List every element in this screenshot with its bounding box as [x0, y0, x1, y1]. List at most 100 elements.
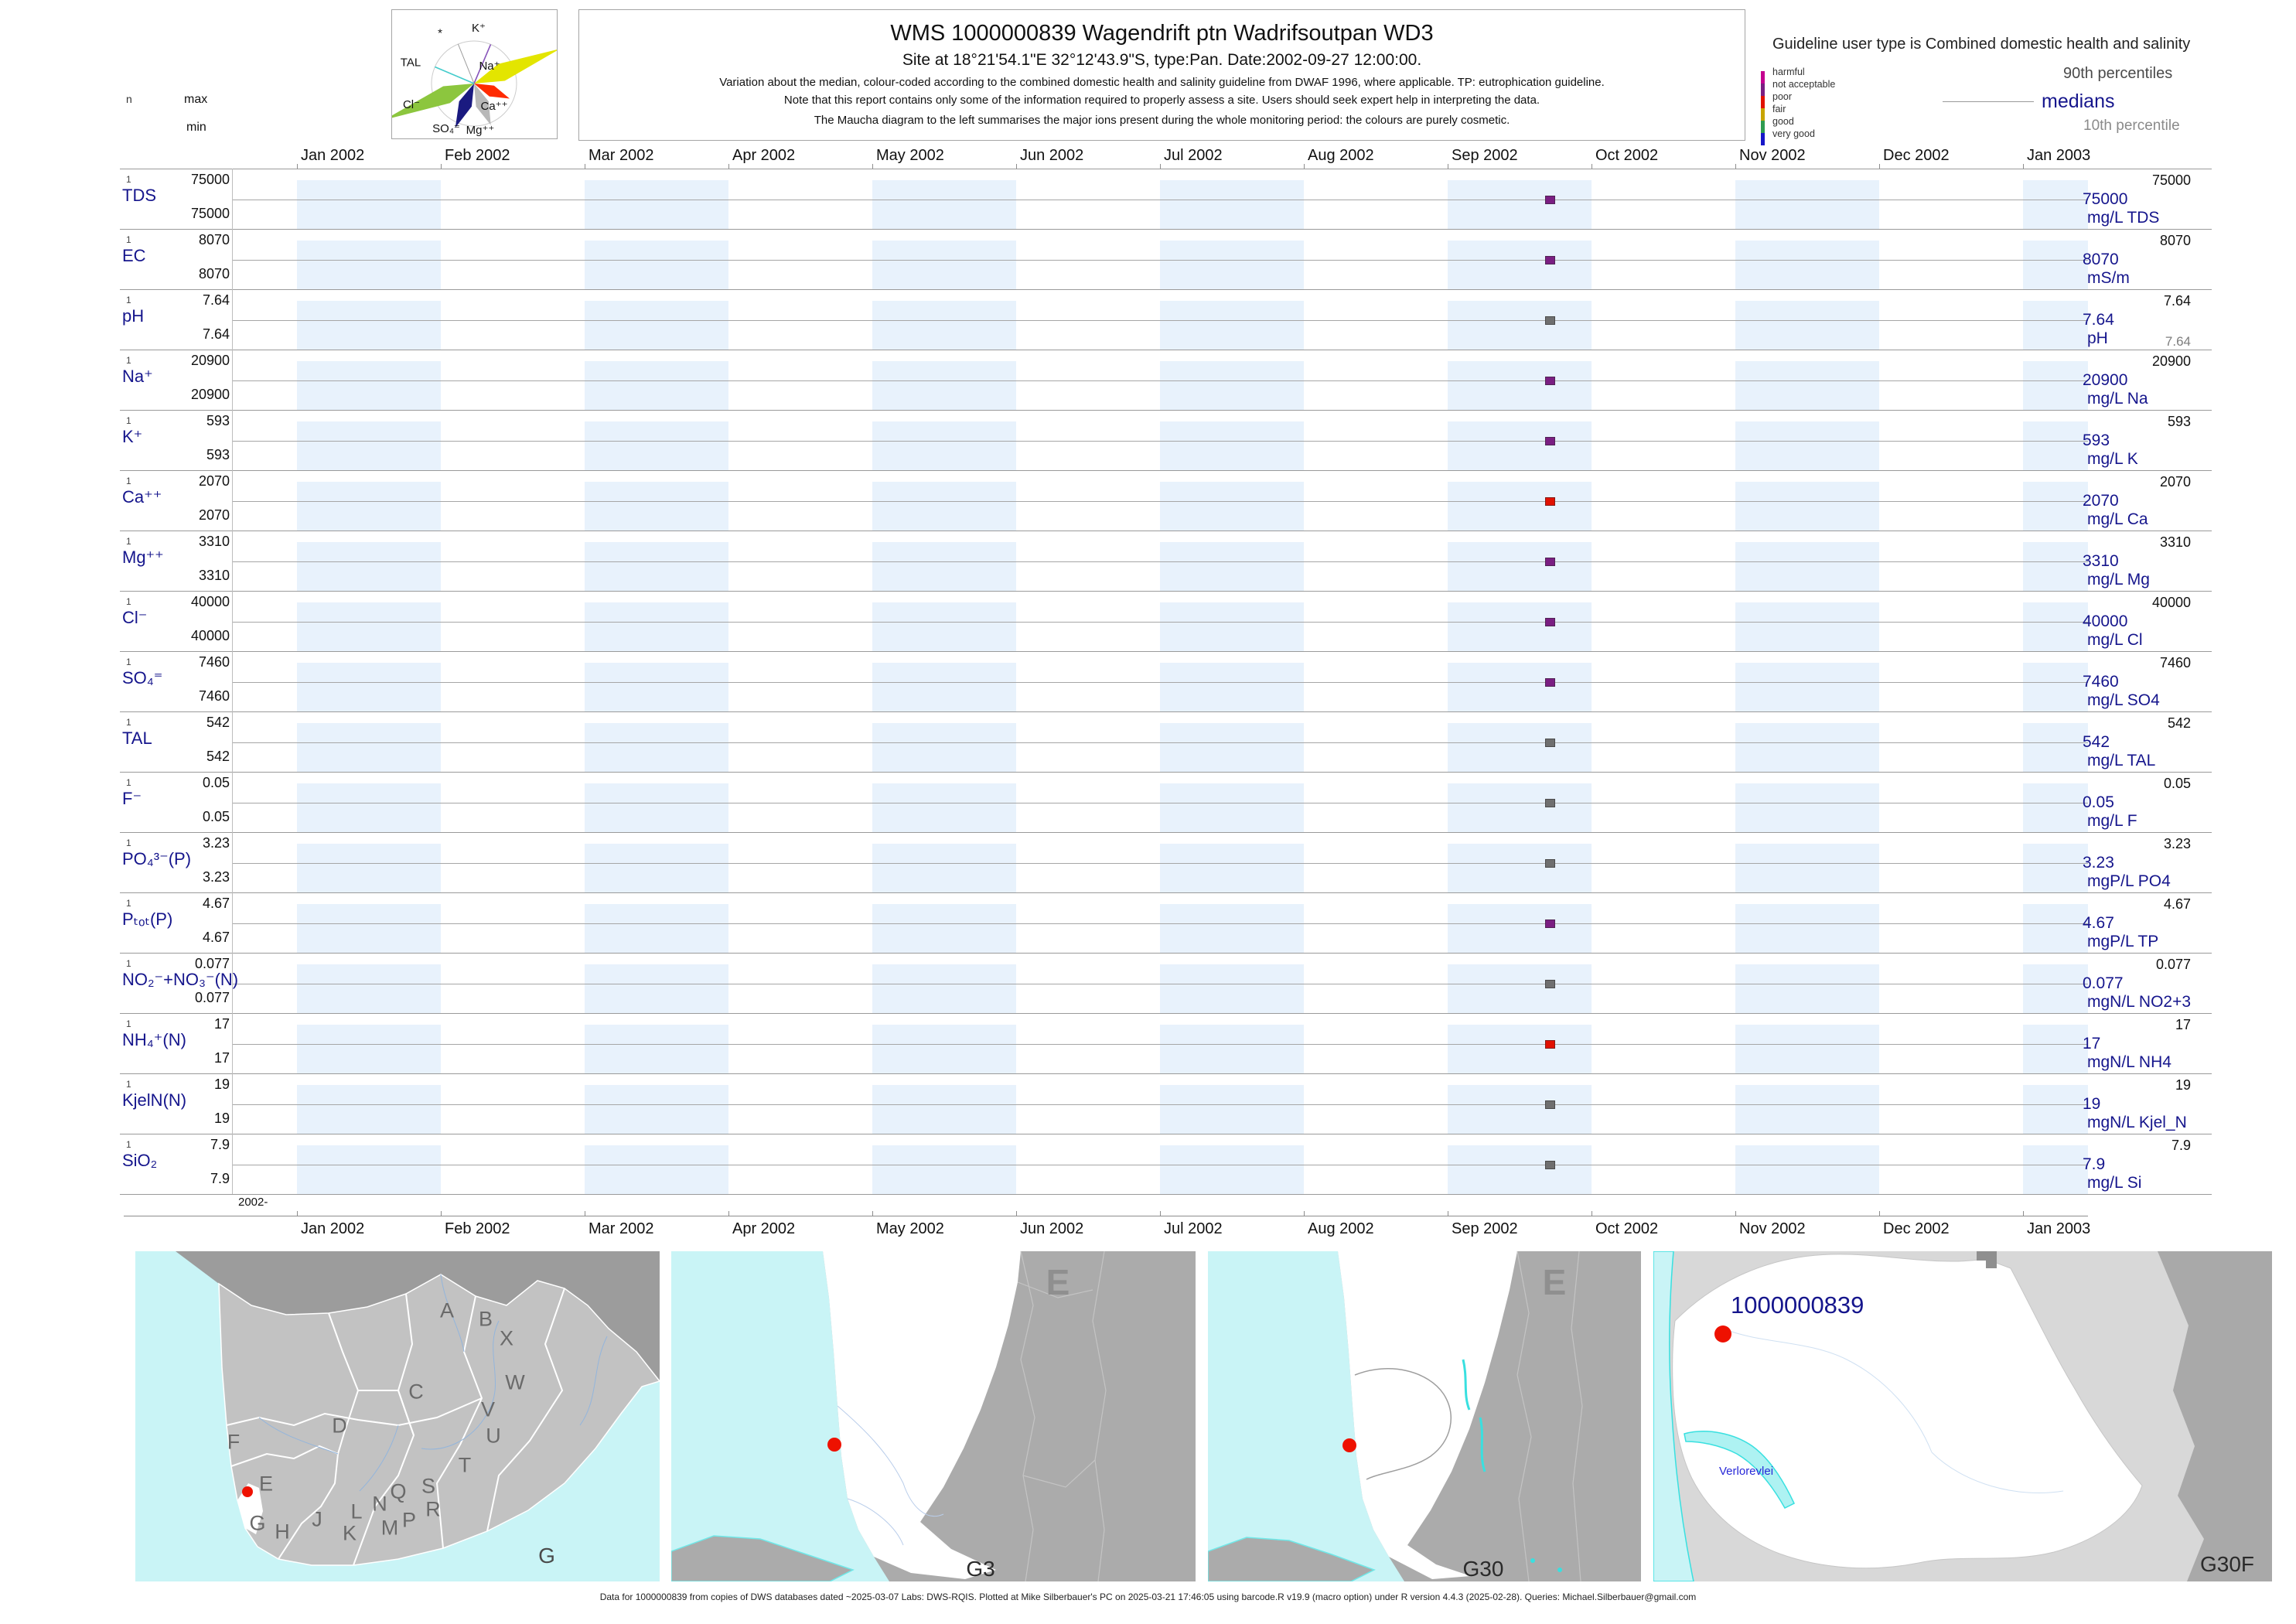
- sample-count: 1: [126, 355, 131, 366]
- parameter-name: KjelN(N): [122, 1090, 187, 1110]
- month-tick: [1735, 164, 1736, 169]
- month-label: Jun 2002: [1020, 147, 1084, 164]
- p90-value: 3310: [2159, 534, 2191, 550]
- parameter-row: 1 19 KjelN(N) 19 19 19 mgN/L Kjel_N: [120, 1073, 2212, 1134]
- sample-count: 1: [126, 657, 131, 667]
- maucha-diagram: * K⁺ TAL Na⁺ Cl⁻ Ca⁺⁺ SO₄⁼ Mg⁺⁺: [391, 9, 558, 139]
- parameter-row: 1 542 TAL 542 542 542 mg/L TAL: [120, 711, 2212, 773]
- drainage-region-letter: M: [380, 1516, 399, 1540]
- parameter-row: 1 593 K⁺ 593 593 593 mg/L K: [120, 410, 2212, 471]
- note-guideline: Variation about the median, colour-coded…: [719, 76, 1605, 89]
- maucha-wedge-cl: [392, 84, 474, 118]
- parameter-name: K⁺: [122, 427, 143, 446]
- month-stripes: [297, 301, 2088, 350]
- max-value: 19: [213, 1076, 230, 1092]
- month-tick: [1016, 1211, 1017, 1216]
- sample-count: 1: [126, 958, 131, 969]
- site-location-dot: [1342, 1438, 1356, 1452]
- month-stripes: [297, 844, 2088, 893]
- guideline-class-swatch: [1761, 84, 1765, 96]
- median-value: 3.23: [2083, 854, 2114, 872]
- map-corner-region-letter: E: [1542, 1262, 1567, 1302]
- min-value: 40000: [190, 628, 230, 643]
- parameter-row: 1 40000 Cl⁻ 40000 40000 40000 mg/L Cl: [120, 591, 2212, 652]
- parameter-name: NH₄⁺(N): [122, 1030, 186, 1049]
- month-tick: [728, 164, 729, 169]
- month-stripes: [297, 904, 2088, 954]
- unit-label: mg/L F: [2087, 812, 2137, 830]
- maucha-ion-label: Na⁺: [479, 60, 500, 73]
- min-value: 17: [213, 1050, 230, 1066]
- parameter-name: TAL: [122, 728, 152, 748]
- unit-label: mS/m: [2087, 269, 2130, 287]
- p90-value: 8070: [2159, 233, 2191, 248]
- sample-point: [1545, 256, 1555, 264]
- map-site-id-label: 1000000839: [1731, 1291, 1864, 1319]
- month-label: Dec 2002: [1883, 1220, 1950, 1237]
- month-stripes: [297, 663, 2088, 712]
- median-value: 0.077: [2083, 974, 2124, 992]
- p90-value: 20900: [2151, 353, 2191, 369]
- page-title: WMS 1000000839 Wagendrift ptn Wadrifsout…: [890, 21, 1434, 46]
- column-header-min: min: [186, 121, 206, 134]
- month-stripes: [297, 482, 2088, 531]
- maucha-ion-label: TAL: [400, 56, 421, 70]
- median-line: [232, 1104, 2088, 1105]
- max-value: 0.05: [202, 775, 230, 790]
- sample-point: [1545, 678, 1555, 687]
- min-value: 19: [213, 1111, 230, 1126]
- maucha-line-tal: [435, 66, 475, 84]
- guideline-class-swatch: [1761, 133, 1765, 145]
- rows-bottom-border: [120, 1194, 2212, 1195]
- parameter-row: 1 8070 EC 8070 8070 8070 mS/m: [120, 229, 2212, 290]
- guideline-class-swatch: [1761, 108, 1765, 121]
- parameter-row: 1 20900 Na⁺ 20900 20900 20900 mg/L Na: [120, 350, 2212, 411]
- month-stripes: [297, 602, 2088, 652]
- sample-count: 1: [126, 1139, 131, 1150]
- sample-count: 1: [126, 295, 131, 305]
- sample-point: [1545, 558, 1555, 566]
- month-tick: [2023, 164, 2024, 169]
- parameter-row: 1 2070 Ca⁺⁺ 2070 2070 2070 mg/L Ca: [120, 470, 2212, 531]
- month-tick: [2023, 1211, 2024, 1216]
- min-value: 3.23: [202, 869, 230, 885]
- month-tick: [728, 1211, 729, 1216]
- parameter-row: 1 3.23 PO₄³⁻(P) 3.23 3.23 3.23 mgP/L PO4: [120, 832, 2212, 893]
- median-line: [232, 320, 2088, 321]
- parameter-name: EC: [122, 246, 146, 265]
- drainage-region-letter: G: [249, 1511, 266, 1535]
- drainage-region-letter: H: [275, 1520, 290, 1544]
- guideline-class-label: fair: [1772, 104, 1786, 114]
- maucha-wedge-so4: [455, 84, 474, 128]
- unit-label: pH: [2087, 329, 2108, 347]
- drainage-region-letter: K: [342, 1521, 357, 1545]
- maucha-ion-label: Cl⁻: [402, 98, 421, 111]
- sample-count: 1: [126, 415, 131, 426]
- month-stripes: [297, 542, 2088, 592]
- drainage-region-letter: X: [499, 1326, 514, 1350]
- month-label: Jan 2002: [301, 1220, 365, 1237]
- median-value: 3310: [2083, 552, 2119, 570]
- min-value: 75000: [190, 206, 230, 221]
- median-value: 4.67: [2083, 914, 2114, 932]
- min-value: 593: [206, 447, 230, 462]
- month-tick: [1304, 1211, 1305, 1216]
- map-south-africa: [135, 1251, 660, 1581]
- month-label: Jan 2003: [2027, 1220, 2091, 1237]
- map-panel-g30f: 1000000839 Verlorevlei G30F: [1653, 1251, 2272, 1581]
- month-label: Feb 2002: [445, 1220, 510, 1237]
- sample-count: 1: [126, 1018, 131, 1029]
- parameter-name: pH: [122, 306, 145, 326]
- guideline-class-swatch: [1761, 96, 1765, 108]
- parameter-row: 1 7460 SO₄⁼ 7460 7460 7460 mg/L SO4: [120, 651, 2212, 712]
- p90-value: 17: [2175, 1017, 2191, 1032]
- p90-value: 542: [2167, 715, 2191, 731]
- guideline-legend-title: Guideline user type is Combined domestic…: [1772, 36, 2191, 53]
- month-label: Jul 2002: [1164, 1220, 1223, 1237]
- guideline-class-label: good: [1772, 116, 1794, 127]
- median-value: 542: [2083, 733, 2110, 751]
- site-location-dot: [827, 1438, 841, 1452]
- drainage-region-letter: T: [458, 1453, 472, 1477]
- min-value: 8070: [198, 266, 230, 281]
- sample-count: 1: [126, 777, 131, 788]
